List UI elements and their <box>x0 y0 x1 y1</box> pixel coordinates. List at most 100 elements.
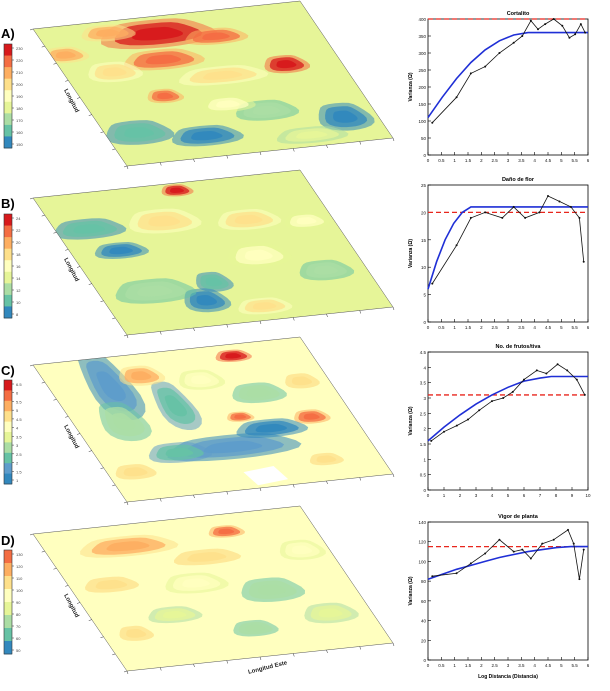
experimental-point <box>523 378 525 381</box>
experimental-point <box>524 216 527 219</box>
experimental-point <box>469 562 472 565</box>
x-tick-label: 3.5 <box>518 663 525 668</box>
x-axis-tick <box>193 158 195 163</box>
legend-swatch <box>4 294 12 307</box>
experimental-point <box>484 65 487 68</box>
model-curve <box>427 31 588 119</box>
contour-region <box>96 29 120 37</box>
contour-region <box>276 60 297 69</box>
y-axis-tick <box>100 131 104 133</box>
y-tick-label: 80 <box>421 579 427 584</box>
x-axis-tick <box>160 667 162 671</box>
y-axis-tick <box>65 249 69 251</box>
x-tick-label: 2.5 <box>492 158 499 163</box>
x-tick-label: 10 <box>585 493 591 498</box>
contour-region <box>102 67 127 77</box>
y-axis-tick <box>123 501 128 504</box>
legend-tick-label: 12 <box>16 288 21 293</box>
legend-tick-label: 10 <box>16 300 21 305</box>
x-tick-label: 6 <box>587 325 590 330</box>
experimental-point <box>569 205 572 208</box>
experimental-point <box>578 578 581 581</box>
x-tick-label: 1 <box>453 158 456 163</box>
contour-region <box>112 413 136 431</box>
y-axis-tick <box>88 450 92 452</box>
legend-swatch <box>4 271 12 284</box>
experimental-point <box>566 369 569 372</box>
x-axis-tick <box>126 670 129 675</box>
y-axis-tick <box>112 484 116 487</box>
panel-label-c: C) <box>1 363 15 378</box>
x-axis-tick <box>392 642 395 647</box>
contour-region <box>196 295 217 306</box>
experimental-point <box>431 575 434 578</box>
legend-tick-label: 14 <box>16 276 21 281</box>
y-tick-label: 350 <box>418 34 426 39</box>
x-axis-tick <box>226 155 228 159</box>
legend-swatch <box>4 576 12 590</box>
contour-region <box>255 423 287 433</box>
y-tick-label: 200 <box>418 85 426 90</box>
y-axis-tick <box>29 364 34 367</box>
x-axis-tick <box>359 477 361 481</box>
x-tick-label: 6 <box>587 663 590 668</box>
x-tick-label: 4.5 <box>545 158 552 163</box>
contour-region <box>170 187 184 193</box>
contour-region <box>73 224 106 234</box>
contour-region <box>252 105 281 115</box>
contour-region <box>314 265 338 275</box>
x-axis-tick <box>160 498 162 502</box>
y-axis-tick <box>76 97 81 99</box>
y-tick-label: 3 <box>423 396 426 401</box>
y-tick-label: 0 <box>423 153 426 158</box>
legend-frame <box>3 379 13 485</box>
legend-swatch <box>4 67 12 80</box>
y-tick-label: 300 <box>418 51 426 56</box>
experimental-point <box>579 23 582 26</box>
contour-region <box>205 277 223 287</box>
contour-region <box>137 285 173 297</box>
legend-tick-label: 200 <box>16 82 23 87</box>
legend-swatch <box>4 113 12 126</box>
y-tick-label: 400 <box>418 17 426 22</box>
x-axis-tick <box>193 327 195 332</box>
y-axis-tick <box>41 214 45 217</box>
experimental-point <box>544 23 547 26</box>
legend-swatch <box>4 248 12 261</box>
x-tick-label: 0 <box>427 663 430 668</box>
contour-region <box>202 32 230 41</box>
experimental-point <box>521 35 524 37</box>
legend-swatch <box>4 101 12 114</box>
x-tick-label: 0.5 <box>438 663 445 668</box>
x-tick-label: 3 <box>475 493 478 498</box>
legend-tick-label: 3.5 <box>16 434 22 439</box>
contour-region <box>191 131 223 141</box>
x-tick-label: 3 <box>507 663 510 668</box>
y-axis-tick <box>100 467 104 469</box>
experimental-point <box>498 52 501 54</box>
x-tick-label: 2 <box>480 663 483 668</box>
legend-swatch <box>4 615 12 629</box>
contour-region <box>162 610 187 619</box>
y-axis-tick <box>112 148 116 151</box>
x-tick-label: 4.5 <box>545 663 552 668</box>
contour-region <box>203 70 243 80</box>
y-axis-tick <box>53 399 57 401</box>
legend-tick-label: 210 <box>16 70 23 75</box>
experimental-point <box>512 41 515 44</box>
chart-title: Daño de flor <box>502 177 535 183</box>
plot-frame <box>427 184 589 323</box>
x-tick-label: 0 <box>427 493 430 498</box>
legend-swatch <box>4 641 12 655</box>
variogram-chart-2: 0 5 10 15 20 25 0 0.5 1 1.5 2 2.5 3 3.5 4 4.5 5 5.5 6 Daño … <box>408 177 590 330</box>
x-tick-label: 5 <box>560 325 563 330</box>
legend-swatch <box>4 380 12 391</box>
experimental-line <box>432 18 586 123</box>
x-axis-tick <box>326 480 328 485</box>
y-tick-label: 50 <box>421 136 427 141</box>
legend-swatch <box>4 411 12 422</box>
x-tick-label: 5 <box>560 663 563 668</box>
x-axis-tick <box>326 649 328 654</box>
contour-region <box>126 629 147 638</box>
legend-tick-label: 120 <box>16 564 23 569</box>
